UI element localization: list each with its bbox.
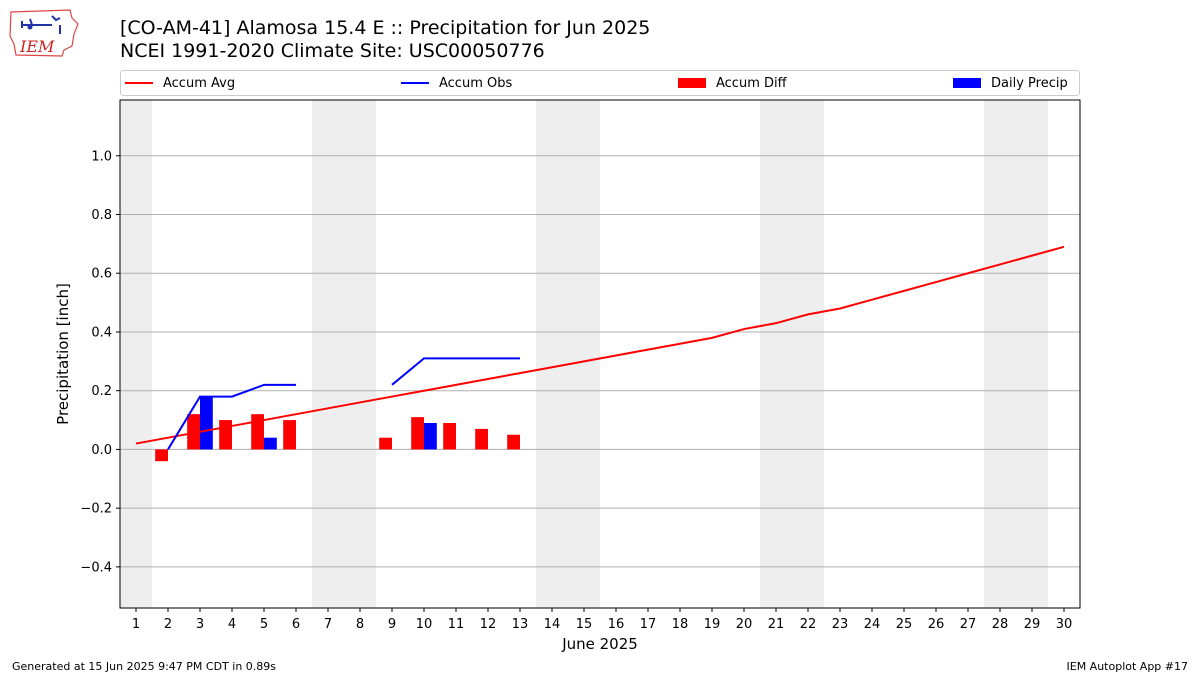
x-tick-label: 1 xyxy=(132,617,140,632)
legend-swatch-accum-obs xyxy=(401,82,429,84)
x-tick-label: 23 xyxy=(832,617,849,632)
x-tick-label: 8 xyxy=(356,617,364,632)
y-tick-label: −0.4 xyxy=(80,560,112,575)
legend-item-accum-diff: Accum Diff xyxy=(678,71,787,95)
iowa-state-outline xyxy=(9,9,79,57)
legend-label-accum-diff: Accum Diff xyxy=(716,75,787,91)
x-tick-label: 20 xyxy=(736,617,753,632)
y-tick-label: 0.0 xyxy=(91,443,112,458)
x-tick-label: 6 xyxy=(292,617,300,632)
x-tick-label: 19 xyxy=(704,617,721,632)
accum-diff-bar xyxy=(475,428,488,450)
accum-diff-bar xyxy=(251,414,264,450)
y-tick-label: −0.2 xyxy=(80,502,112,517)
app-credit: IEM Autoplot App #17 xyxy=(1066,660,1189,673)
legend-swatch-accum-diff xyxy=(678,78,706,88)
x-tick-label: 7 xyxy=(324,617,332,632)
plot-frame xyxy=(119,99,1081,609)
x-tick-label: 3 xyxy=(196,617,204,632)
x-tick-label: 2 xyxy=(164,617,172,632)
iem-logo: IEM xyxy=(9,9,79,57)
accum-diff-bar xyxy=(411,417,424,450)
daily-precip-bar xyxy=(264,437,277,450)
vane-center-icon xyxy=(27,24,33,30)
weekend-band xyxy=(536,100,600,608)
plot-background xyxy=(120,100,1080,608)
x-tick-label: 12 xyxy=(480,617,497,632)
generated-timestamp: Generated at 15 Jun 2025 9:47 PM CDT in … xyxy=(12,660,277,673)
legend-item-accum-obs: Accum Obs xyxy=(401,71,512,95)
y-tick-label: 0.2 xyxy=(91,384,112,399)
x-tick-label: 5 xyxy=(260,617,268,632)
weekend-band xyxy=(760,100,824,608)
chart-subtitle: NCEI 1991-2020 Climate Site: USC00050776 xyxy=(120,40,545,62)
weekend-band xyxy=(120,100,152,608)
x-tick-label: 13 xyxy=(512,617,529,632)
x-tick-label: 9 xyxy=(388,617,396,632)
x-tick-label: 10 xyxy=(416,617,433,632)
accum-diff-bar xyxy=(443,423,456,450)
weekend-band xyxy=(312,100,376,608)
x-tick-label: 29 xyxy=(1024,617,1041,632)
accum-avg-line xyxy=(135,245,1065,445)
logo-text: IEM xyxy=(19,37,55,56)
x-tick-label: 28 xyxy=(992,617,1009,632)
x-tick-label: 24 xyxy=(864,617,881,632)
daily-precip-bar xyxy=(200,396,213,450)
x-tick-label: 26 xyxy=(928,617,945,632)
accum-diff-bar xyxy=(507,434,520,450)
legend-label-accum-obs: Accum Obs xyxy=(439,75,513,91)
y-tick-label: 0.4 xyxy=(91,325,112,340)
y-tick-label: 1.0 xyxy=(91,149,112,164)
legend: Accum Avg Accum Obs Accum Diff Daily Pre… xyxy=(120,70,1080,96)
accum-obs-line xyxy=(391,357,520,386)
x-tick-label: 17 xyxy=(640,617,657,632)
x-tick-label: 18 xyxy=(672,617,689,632)
accum-obs-line xyxy=(167,383,296,450)
accum-diff-bar xyxy=(379,437,392,450)
y-tick-label: 0.8 xyxy=(91,208,112,223)
x-tick-label: 15 xyxy=(576,617,593,632)
x-tick-label: 14 xyxy=(544,617,561,632)
weather-vane-icon xyxy=(21,15,61,34)
y-tick-label: 0.6 xyxy=(91,267,112,282)
x-tick-label: 16 xyxy=(608,617,625,632)
x-tick-label: 25 xyxy=(896,617,913,632)
accum-diff-bar xyxy=(187,414,200,450)
x-tick-label: 22 xyxy=(800,617,817,632)
legend-label-daily-precip: Daily Precip xyxy=(991,75,1068,91)
x-axis-label: June 2025 xyxy=(561,635,638,653)
x-tick-label: 27 xyxy=(960,617,977,632)
x-tick-label: 21 xyxy=(768,617,785,632)
weekend-band xyxy=(984,100,1048,608)
x-tick-label: 30 xyxy=(1056,617,1073,632)
accum-diff-bar xyxy=(283,420,296,450)
accum-diff-bar xyxy=(155,449,168,462)
legend-label-accum-avg: Accum Avg xyxy=(163,75,236,91)
legend-swatch-accum-avg xyxy=(125,82,153,84)
legend-swatch-daily-precip xyxy=(953,78,981,88)
chart-title: [CO-AM-41] Alamosa 15.4 E :: Precipitati… xyxy=(120,17,651,39)
accum-diff-bar xyxy=(219,420,232,450)
daily-precip-bar xyxy=(424,423,437,450)
x-tick-label: 4 xyxy=(228,617,236,632)
legend-item-daily-precip: Daily Precip xyxy=(953,71,1068,95)
x-tick-label: 11 xyxy=(448,617,465,632)
legend-item-accum-avg: Accum Avg xyxy=(125,71,235,95)
y-axis-label: Precipitation [inch] xyxy=(54,283,72,425)
